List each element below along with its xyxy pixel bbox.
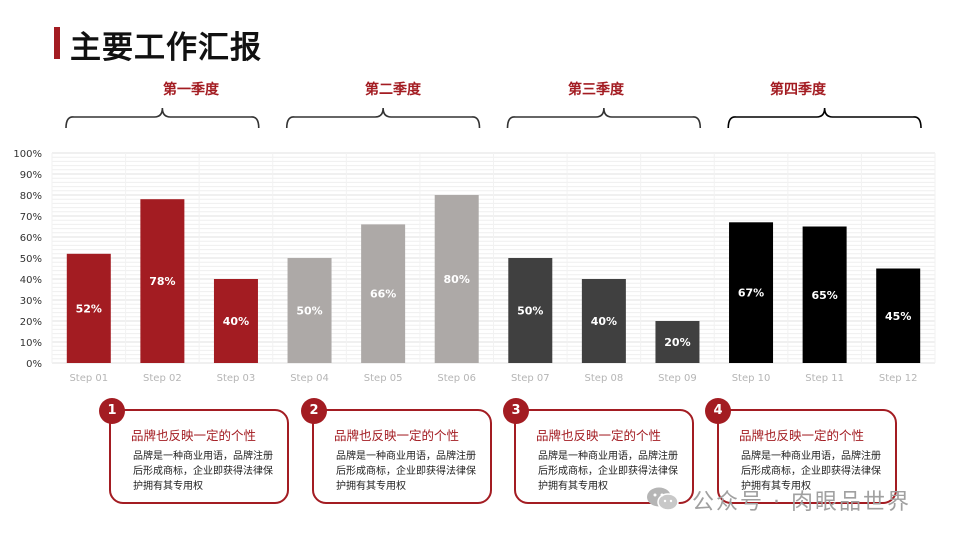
y-tick-label: 20% — [20, 317, 42, 328]
card-body: 品牌是一种商业用语，品牌注册后形成商标，企业即获得法律保护拥有其专用权 — [133, 451, 273, 492]
y-tick-label: 10% — [20, 338, 42, 349]
bar — [434, 195, 479, 363]
bar — [802, 226, 847, 363]
y-tick-label: 80% — [20, 191, 42, 202]
x-tick-label: Step 04 — [290, 373, 329, 384]
card-title: 品牌也反映一定的个性 — [131, 428, 257, 443]
x-tick-label: Step 06 — [437, 373, 476, 384]
x-tick-label: Step 08 — [585, 373, 624, 384]
x-tick-label: Step 02 — [143, 373, 182, 384]
bar — [213, 279, 258, 363]
quarter-brace — [65, 107, 260, 129]
bar-chart: 0% 10% 20% 30% 40% 50% 60% 70% 80% 90% 100% 52% 78%… — [13, 107, 936, 384]
bar-data-label: 20% — [664, 336, 690, 349]
y-tick-label: 30% — [20, 296, 42, 307]
y-tick-label: 90% — [20, 170, 42, 181]
quarter-brace — [727, 107, 922, 129]
bar — [729, 222, 774, 363]
x-axis-ticks: Step 01 Step 02 Step 03 Step 04 Step 05 Step … — [69, 373, 917, 384]
bar-data-label: 50% — [296, 305, 322, 318]
bar — [581, 279, 626, 363]
chart-grid — [51, 152, 936, 364]
chart-bars: 52% 78% 40% 50% 66% 80% 50% 40% 20% 67% 65% 45% — [66, 195, 921, 363]
quarter-brace — [506, 107, 702, 129]
bar-data-label: 45% — [885, 310, 911, 323]
x-tick-label: Step 01 — [69, 373, 108, 384]
bar — [287, 258, 332, 363]
page-title: 主要工作汇报 — [70, 30, 262, 66]
card-title: 品牌也反映一定的个性 — [334, 428, 460, 443]
card-body: 品牌是一种商业用语，品牌注册后形成商标，企业即获得法律保护拥有其专用权 — [538, 451, 678, 492]
bar-data-label: 50% — [517, 305, 543, 318]
bar-data-label: 66% — [370, 288, 396, 301]
bar — [361, 224, 406, 363]
y-tick-label: 50% — [20, 254, 42, 265]
card-title: 品牌也反映一定的个性 — [739, 428, 865, 443]
x-tick-label: Step 11 — [805, 373, 844, 384]
card-number-badge: 2 — [301, 398, 327, 424]
y-tick-label: 100% — [13, 149, 42, 160]
title-accent-bar — [54, 27, 60, 59]
y-axis-ticks: 0% 10% 20% 30% 40% 50% 60% 70% 80% 90% 100% — [13, 149, 42, 370]
wechat-icon — [647, 487, 679, 511]
card-body: 品牌是一种商业用语，品牌注册后形成商标，企业即获得法律保护拥有其专用权 — [741, 451, 881, 492]
y-tick-label: 40% — [20, 275, 42, 286]
bar — [508, 258, 553, 363]
bar-data-label: 40% — [591, 315, 617, 328]
x-tick-label: Step 12 — [879, 373, 918, 384]
bar-data-label: 78% — [149, 275, 175, 288]
quarter-label-4: 第四季度 — [770, 82, 826, 98]
quarter-braces — [65, 107, 922, 129]
bar-data-label: 80% — [444, 273, 470, 286]
info-card-4: 品牌也反映一定的个性 品牌是一种商业用语，品牌注册后形成商标，企业即获得法律保护… — [717, 409, 897, 504]
x-tick-label: Step 07 — [511, 373, 550, 384]
x-tick-label: Step 10 — [732, 373, 771, 384]
bar — [655, 321, 700, 363]
x-tick-label: Step 05 — [364, 373, 403, 384]
card-number-badge: 1 — [99, 398, 125, 424]
x-tick-label: Step 09 — [658, 373, 697, 384]
card-body: 品牌是一种商业用语，品牌注册后形成商标，企业即获得法律保护拥有其专用权 — [336, 451, 476, 492]
quarter-label-3: 第三季度 — [568, 82, 624, 98]
bar — [66, 253, 111, 363]
bar — [876, 268, 921, 363]
y-tick-label: 0% — [26, 359, 42, 370]
bar-data-label: 40% — [223, 315, 249, 328]
bar-data-label: 52% — [76, 302, 102, 315]
card-title: 品牌也反映一定的个性 — [536, 428, 662, 443]
quarter-brace — [285, 107, 481, 129]
y-tick-label: 70% — [20, 212, 42, 223]
watermark-text: 公众号 · 肉眼品世界 — [692, 490, 911, 515]
y-tick-label: 60% — [20, 233, 42, 244]
card-number-badge: 4 — [705, 398, 731, 424]
quarter-label-2: 第二季度 — [365, 82, 421, 98]
x-tick-label: Step 03 — [217, 373, 256, 384]
bar-data-label: 67% — [738, 287, 764, 300]
info-card-3: 品牌也反映一定的个性 品牌是一种商业用语，品牌注册后形成商标，企业即获得法律保护… — [514, 409, 694, 504]
quarter-label-1: 第一季度 — [163, 82, 219, 98]
info-card-1: 品牌也反映一定的个性 品牌是一种商业用语，品牌注册后形成商标，企业即获得法律保护… — [109, 409, 289, 504]
bar — [140, 199, 185, 363]
bar-data-label: 65% — [811, 289, 837, 302]
card-number-badge: 3 — [503, 398, 529, 424]
info-card-2: 品牌也反映一定的个性 品牌是一种商业用语，品牌注册后形成商标，企业即获得法律保护… — [312, 409, 492, 504]
